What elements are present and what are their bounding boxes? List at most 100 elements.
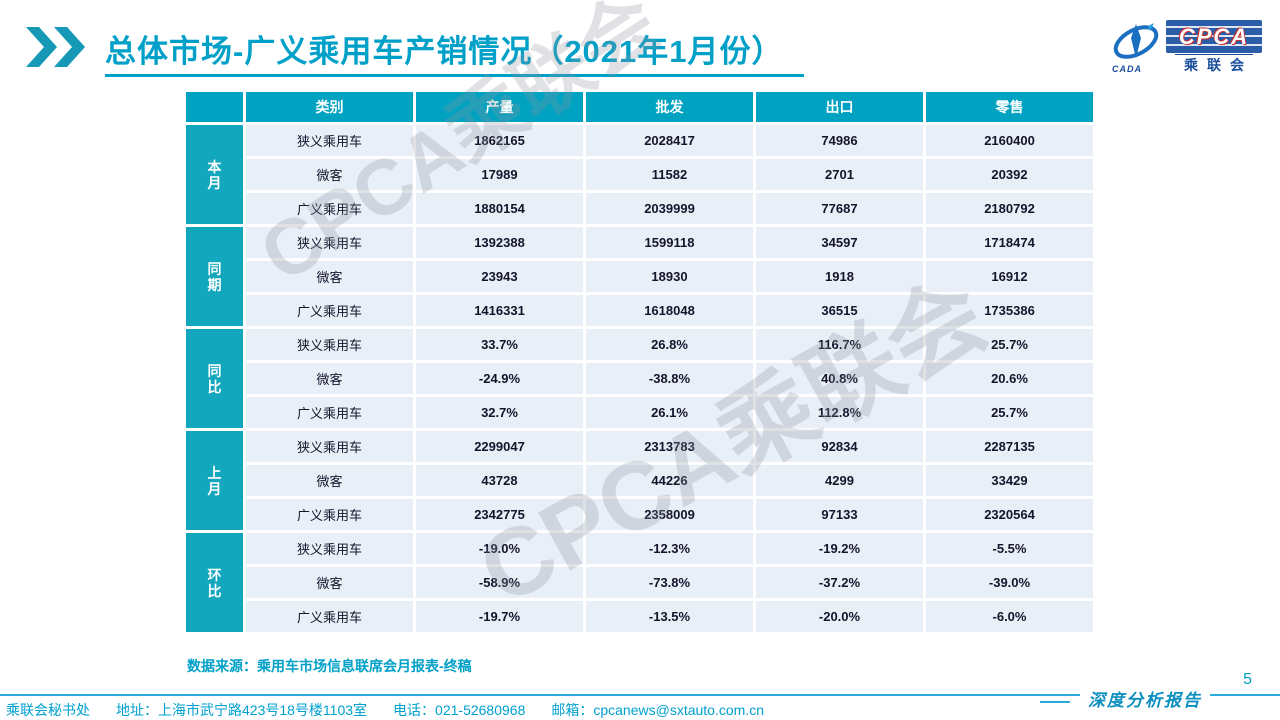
category-cell: 微客 <box>246 567 413 598</box>
row-group-label: 环比 <box>186 533 243 632</box>
footer-secretariat: 乘联会秘书处 <box>6 702 90 718</box>
value-cell: 1735386 <box>926 295 1093 326</box>
row-group-label: 同比 <box>186 329 243 428</box>
row-group-label-char: 比 <box>207 582 222 599</box>
value-cell: 2320564 <box>926 499 1093 530</box>
value-cell: 17989 <box>416 159 583 190</box>
category-cell: 狭义乘用车 <box>246 431 413 462</box>
value-cell: -37.2% <box>756 567 923 598</box>
value-cell: 2299047 <box>416 431 583 462</box>
value-cell: 112.8% <box>756 397 923 428</box>
row-group-label: 本月 <box>186 125 243 224</box>
page-title: 总体市场-广义乘用车产销情况（2021年1月份） <box>105 26 804 77</box>
value-cell: 1392388 <box>416 227 583 258</box>
value-cell: 2160400 <box>926 125 1093 156</box>
double-chevron-icon <box>26 27 88 72</box>
category-cell: 微客 <box>246 159 413 190</box>
footer-email: 邮箱：cpcanews@sxtauto.com.cn <box>551 702 764 718</box>
value-cell: 1718474 <box>926 227 1093 258</box>
value-cell: -19.2% <box>756 533 923 564</box>
category-cell: 微客 <box>246 465 413 496</box>
value-cell: 33429 <box>926 465 1093 496</box>
value-cell: 44226 <box>586 465 753 496</box>
value-cell: -19.7% <box>416 601 583 632</box>
value-cell: 2028417 <box>586 125 753 156</box>
value-cell: 2180792 <box>926 193 1093 224</box>
value-cell: -24.9% <box>416 363 583 394</box>
value-cell: 1416331 <box>416 295 583 326</box>
page-number: 5 <box>1243 671 1252 688</box>
value-cell: 2039999 <box>586 193 753 224</box>
value-cell: -20.0% <box>756 601 923 632</box>
column-header: 产量 <box>416 92 583 122</box>
corner-header-cell <box>186 92 243 122</box>
row-group-label-char: 同 <box>207 362 222 379</box>
value-cell: 2313783 <box>586 431 753 462</box>
data-table: 类别 产量 批发 出口 零售本月狭义乘用车 1862165 2028417 74986 2160… <box>186 92 1093 632</box>
value-cell: -6.0% <box>926 601 1093 632</box>
value-cell: 26.1% <box>586 397 753 428</box>
row-group-label-char: 比 <box>207 378 222 395</box>
category-cell: 广义乘用车 <box>246 499 413 530</box>
value-cell: 1599118 <box>586 227 753 258</box>
value-cell: 116.7% <box>756 329 923 360</box>
value-cell: 16912 <box>926 261 1093 292</box>
row-group-label-char: 期 <box>207 276 222 293</box>
cada-emblem-icon: CADA <box>1110 22 1162 74</box>
value-cell: 1880154 <box>416 193 583 224</box>
cpca-acronym: CPCA <box>1178 23 1250 49</box>
category-cell: 狭义乘用车 <box>246 329 413 360</box>
row-group-label: 上月 <box>186 431 243 530</box>
value-cell: -73.8% <box>586 567 753 598</box>
footer-address: 地址：上海市武宁路423号18号楼1103室 <box>116 702 368 718</box>
value-cell: -5.5% <box>926 533 1093 564</box>
row-group-label-char: 月 <box>207 480 222 497</box>
column-header: 零售 <box>926 92 1093 122</box>
value-cell: 97133 <box>756 499 923 530</box>
value-cell: 4299 <box>756 465 923 496</box>
value-cell: 20.6% <box>926 363 1093 394</box>
footer-contact: 乘联会秘书处 地址：上海市武宁路423号18号楼1103室 电话：021-52680… <box>6 700 790 720</box>
value-cell: -38.8% <box>586 363 753 394</box>
value-cell: 26.8% <box>586 329 753 360</box>
value-cell: 32.7% <box>416 397 583 428</box>
value-cell: -19.0% <box>416 533 583 564</box>
row-group-label-char: 月 <box>207 174 222 191</box>
value-cell: 25.7% <box>926 397 1093 428</box>
category-cell: 广义乘用车 <box>246 397 413 428</box>
value-cell: 77687 <box>756 193 923 224</box>
value-cell: -39.0% <box>926 567 1093 598</box>
value-cell: 20392 <box>926 159 1093 190</box>
row-group-label-char: 本 <box>207 158 222 175</box>
value-cell: 18930 <box>586 261 753 292</box>
column-header: 批发 <box>586 92 753 122</box>
row-group-label: 同期 <box>186 227 243 326</box>
category-cell: 狭义乘用车 <box>246 533 413 564</box>
value-cell: -13.5% <box>586 601 753 632</box>
category-cell: 广义乘用车 <box>246 601 413 632</box>
value-cell: 36515 <box>756 295 923 326</box>
report-label-dash <box>1040 701 1070 703</box>
footer-divider <box>0 694 1280 696</box>
category-cell: 狭义乘用车 <box>246 125 413 156</box>
value-cell: 2287135 <box>926 431 1093 462</box>
cpca-chinese-name: 乘联会 <box>1175 54 1253 75</box>
footer-phone: 电话：021-52680968 <box>393 702 526 718</box>
value-cell: 25.7% <box>926 329 1093 360</box>
category-cell: 狭义乘用车 <box>246 227 413 258</box>
report-type-label: 深度分析报告 <box>1080 686 1210 711</box>
value-cell: 1862165 <box>416 125 583 156</box>
row-group-label-char: 环 <box>207 566 222 583</box>
column-header: 出口 <box>756 92 923 122</box>
category-cell: 微客 <box>246 363 413 394</box>
category-cell: 广义乘用车 <box>246 193 413 224</box>
value-cell: -58.9% <box>416 567 583 598</box>
value-cell: 2342775 <box>416 499 583 530</box>
row-group-label-char: 上 <box>207 464 222 481</box>
value-cell: 92834 <box>756 431 923 462</box>
value-cell: 2358009 <box>586 499 753 530</box>
value-cell: 2701 <box>756 159 923 190</box>
value-cell: 74986 <box>756 125 923 156</box>
value-cell: 1918 <box>756 261 923 292</box>
